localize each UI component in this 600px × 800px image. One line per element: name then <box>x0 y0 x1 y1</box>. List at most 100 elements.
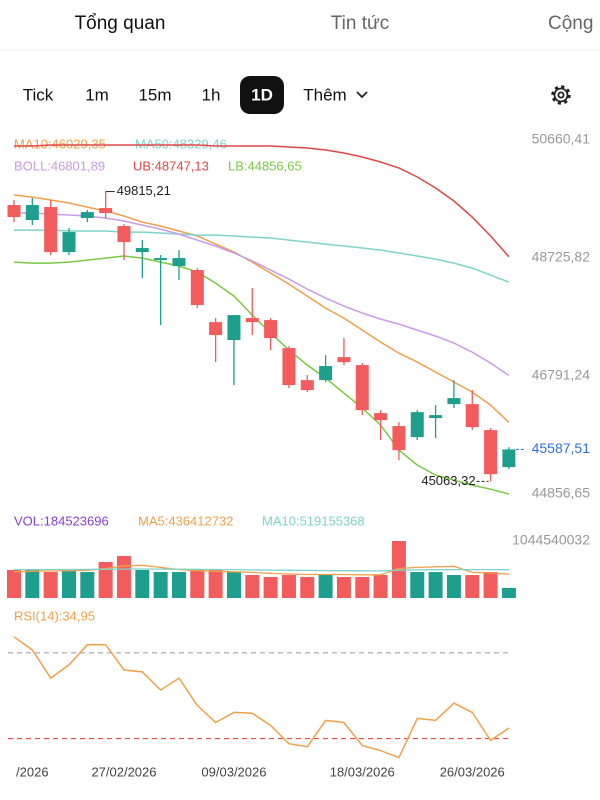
volume-bar <box>281 575 296 598</box>
candle-body <box>7 205 21 218</box>
volume-bar <box>446 575 461 598</box>
volume-bar <box>428 572 443 598</box>
volume-ma-legend: MA5:436412732 <box>138 513 233 528</box>
rsi-line <box>13 636 510 759</box>
candle-body <box>374 413 388 421</box>
tab[interactable]: Tổng quan <box>75 13 166 34</box>
indicator-legend: BOLL:46801,89 <box>14 158 105 173</box>
indicator-line <box>14 144 510 258</box>
volume-bar <box>153 572 168 598</box>
candle-body <box>282 348 296 386</box>
candle-body <box>172 258 186 267</box>
volume-bar <box>501 587 516 598</box>
date-label: 27/02/2026 <box>91 764 156 779</box>
rsi-legend: RSI(14):34,95 <box>14 608 95 623</box>
candle-body <box>337 357 351 363</box>
candle-body <box>447 398 461 405</box>
gear-ring <box>553 87 569 103</box>
volume-bar <box>226 572 241 598</box>
candle-body <box>190 270 204 306</box>
candle-body <box>300 380 314 391</box>
volume-bar <box>355 576 370 598</box>
volume-bar <box>391 541 406 598</box>
volume-bar <box>483 572 498 598</box>
candle-body <box>319 366 333 381</box>
interval[interactable]: 15m <box>138 85 171 104</box>
volume-bar <box>7 570 21 598</box>
volume-bar <box>410 572 425 598</box>
volume-bar <box>80 572 95 598</box>
date-label: 18/03/2026 <box>330 764 395 779</box>
candle-body <box>99 208 113 214</box>
candle-body <box>410 412 424 438</box>
volume-bar <box>465 575 480 598</box>
indicator-line <box>13 255 510 495</box>
volume-legend: VOL:184523696 <box>14 513 109 528</box>
volume-bar <box>336 576 351 598</box>
candle-body <box>135 248 149 253</box>
candle-body <box>484 430 498 475</box>
volume-bar <box>208 570 223 598</box>
min-marker-label: 45063,32 <box>421 473 475 488</box>
candle-body <box>154 258 168 261</box>
volume-bar <box>116 555 131 598</box>
interval[interactable]: Tick <box>23 85 54 104</box>
volume-ma-legend: MA10:519155368 <box>262 513 365 528</box>
active-interval-pill <box>240 76 284 114</box>
candle-body <box>465 404 479 428</box>
candle-body <box>355 365 369 411</box>
date-label: 09/03/2026 <box>201 764 266 779</box>
candle-body <box>80 212 94 219</box>
current-price-label: 45587,51 <box>532 440 591 456</box>
gear-hub <box>557 91 565 99</box>
candle-body <box>429 415 443 419</box>
indicator-legend: MA50:48329,46 <box>135 136 227 151</box>
candle-body <box>209 322 223 336</box>
candle-body <box>392 426 406 451</box>
candle-body <box>44 207 58 253</box>
volume-bar <box>98 561 113 598</box>
settings-icon[interactable] <box>551 85 571 105</box>
candle-body <box>62 232 76 253</box>
price-tick-label: 46791,24 <box>532 367 591 383</box>
volume-bar <box>373 575 388 598</box>
volume-tick-label: 1044540032 <box>512 532 590 548</box>
volume-bar <box>318 575 333 598</box>
price-tick-label: 48725,82 <box>532 249 591 265</box>
tab[interactable]: Tin tức <box>331 13 389 34</box>
indicator-legend: LB:44856,65 <box>228 158 302 173</box>
candle-body <box>264 320 278 339</box>
candle-body <box>502 449 516 468</box>
max-marker-label: 49815,21 <box>117 183 171 198</box>
volume-bar <box>245 575 260 598</box>
volume-ma-line <box>14 568 509 572</box>
indicator-line <box>14 229 510 283</box>
volume-bar <box>190 570 205 598</box>
volume-bar <box>43 572 58 598</box>
gear-teeth <box>551 85 571 105</box>
indicator-legend: UB:48747,13 <box>133 158 209 173</box>
candle-body <box>245 318 259 323</box>
volume-bar <box>263 576 278 598</box>
interval[interactable]: 1m <box>85 85 109 104</box>
date-label: /2026 <box>16 764 49 779</box>
interval[interactable]: Thêm <box>303 85 346 104</box>
volume-bar <box>25 570 40 598</box>
candle-body <box>25 205 39 221</box>
tab[interactable]: Cộng <box>548 13 593 34</box>
volume-bar <box>135 570 150 598</box>
volume-bar <box>300 576 315 598</box>
candle-body <box>227 315 241 341</box>
indicator-legend: MA10:46029,35 <box>14 136 106 151</box>
price-tick-label: 44856,65 <box>532 485 591 501</box>
indicator-line <box>13 194 510 424</box>
interval[interactable]: 1h <box>202 85 221 104</box>
candle-body <box>117 226 131 243</box>
indicator-line <box>14 212 510 377</box>
more-chevron[interactable] <box>356 91 368 99</box>
volume-bar <box>61 570 76 598</box>
interval[interactable]: 1D <box>251 85 273 104</box>
volume-bar <box>171 572 186 598</box>
price-tick-label: 50660,41 <box>532 131 591 147</box>
